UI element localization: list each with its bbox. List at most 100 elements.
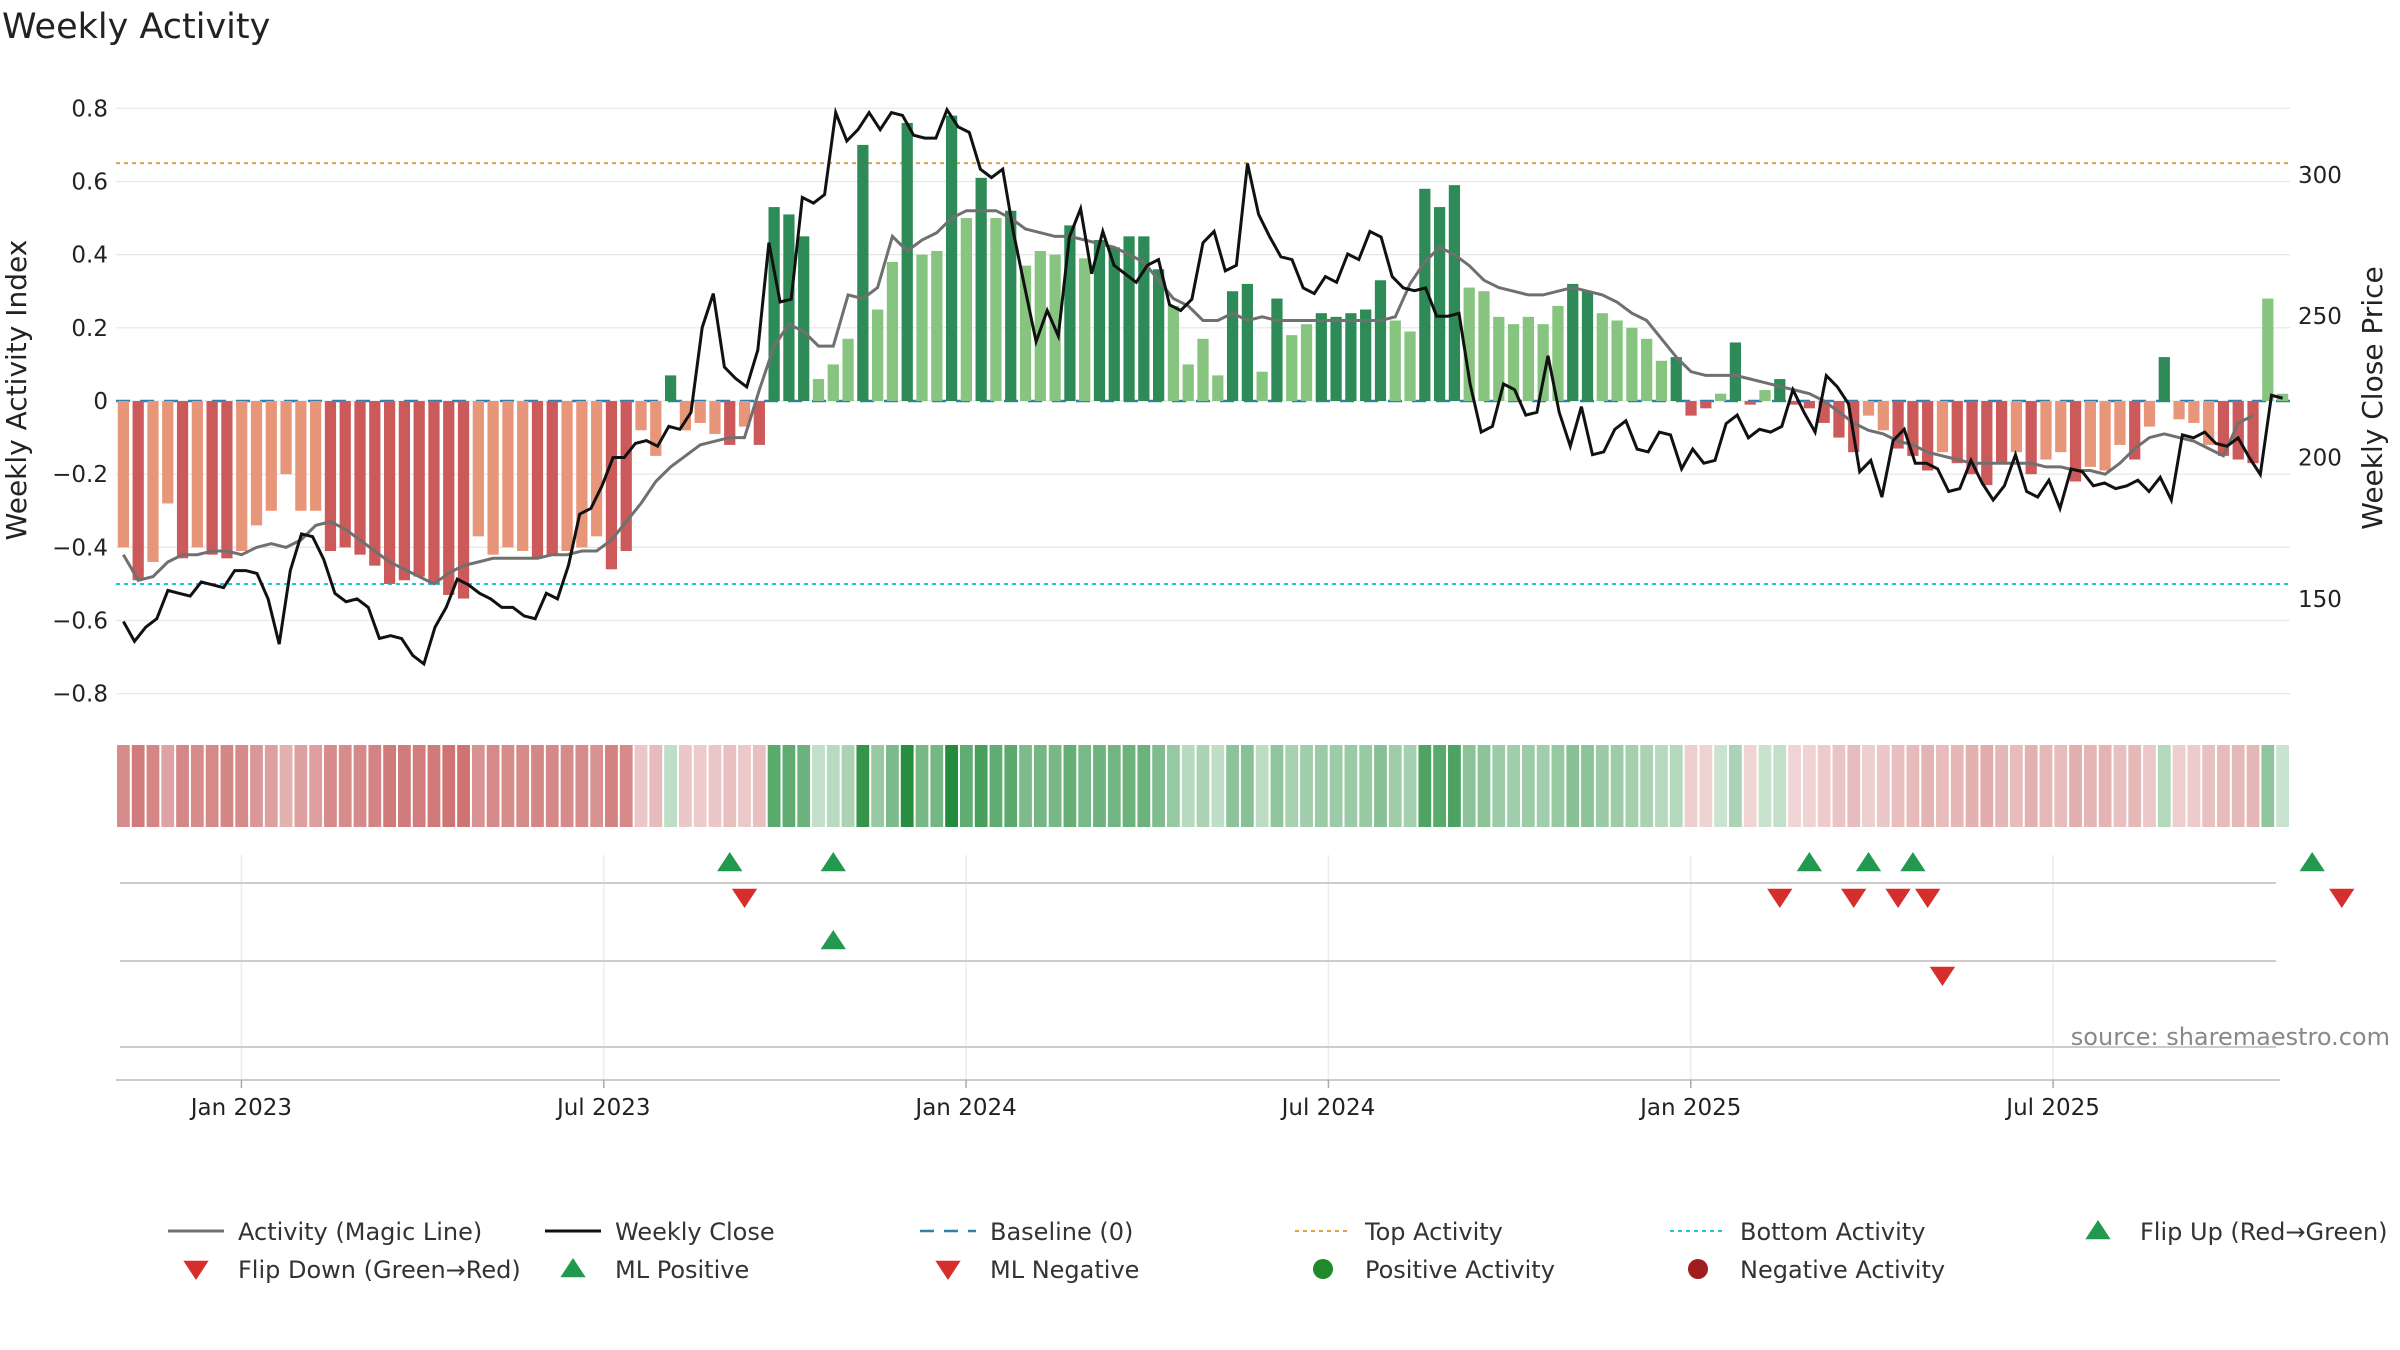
legend-swatch: [935, 1260, 961, 1280]
activity-bar: [975, 177, 987, 401]
heat-cell: [678, 745, 692, 827]
activity-bar: [2173, 401, 2185, 420]
activity-bar: [1241, 283, 1253, 401]
weekly-close-line: [122, 106, 2283, 667]
activity-bar: [517, 401, 529, 552]
activity-bar: [1286, 335, 1298, 401]
activity-bar: [857, 144, 869, 401]
activity-bar: [1907, 401, 1919, 456]
activity-bar: [664, 375, 677, 401]
heat-cell: [1374, 745, 1387, 827]
activity-bar: [221, 401, 233, 559]
activity-bar: [369, 401, 381, 566]
heat-cell: [2069, 745, 2082, 827]
x-tick-label: Jul 2024: [1280, 1095, 1376, 1121]
activity-bar: [1079, 258, 1091, 401]
heat-cell: [1655, 745, 1668, 827]
activity-bar: [1537, 324, 1549, 401]
activity-bar: [783, 214, 795, 401]
activity-bar: [1005, 210, 1017, 401]
activity-bar: [280, 401, 292, 475]
flip-up-marker: [1900, 852, 1926, 872]
activity-bar: [428, 401, 440, 584]
activity-bar: [1315, 313, 1327, 401]
activity-bar: [620, 401, 632, 552]
activity-bar: [1700, 401, 1712, 409]
heat-cell: [619, 745, 633, 827]
y-tick-label: −0.4: [52, 535, 108, 561]
activity-bar: [1552, 305, 1564, 401]
activity-bar: [1714, 393, 1727, 401]
heat-cell: [1743, 745, 1757, 827]
activity-bar: [1463, 287, 1475, 401]
activity-bar: [1404, 331, 1416, 401]
heat-cell: [1995, 745, 2009, 827]
y-tick-label: 0.8: [71, 96, 108, 122]
y-tick-label: −0.8: [52, 682, 108, 708]
heat-cell: [309, 745, 323, 827]
heat-cell: [752, 745, 766, 827]
activity-bar: [1818, 401, 1830, 423]
y2-tick-label: 250: [2298, 304, 2342, 330]
heat-cell: [634, 745, 648, 827]
y-tick-label: 0.6: [71, 169, 108, 195]
activity-bar: [206, 401, 218, 555]
activity-bar: [176, 401, 189, 559]
activity-bar: [236, 401, 248, 552]
activity-bar: [1670, 357, 1682, 401]
heat-cell: [1729, 745, 1742, 827]
activity-bar: [413, 401, 425, 577]
heat-cell: [1314, 745, 1328, 827]
activity-bar: [191, 401, 203, 548]
activity-bar: [531, 401, 544, 559]
heat-cell: [974, 745, 988, 827]
heat-cell: [1906, 745, 1920, 827]
activity-bar: [901, 122, 913, 401]
activity-bar: [1567, 283, 1579, 401]
legend-label: Baseline (0): [990, 1218, 1133, 1246]
activity-bar: [310, 401, 322, 511]
heat-cell: [649, 745, 663, 827]
activity-bar: [2025, 401, 2037, 475]
heat-cell: [457, 745, 470, 827]
heat-cell: [176, 745, 189, 827]
heat-cell: [264, 745, 278, 827]
heat-cell: [2231, 745, 2245, 827]
activity-bar: [768, 207, 780, 401]
heat-cell: [1507, 745, 1520, 827]
heat-cell: [1566, 745, 1580, 827]
heat-cell: [1773, 745, 1787, 827]
activity-bar: [1226, 291, 1239, 401]
heat-cell: [1433, 745, 1447, 827]
heat-cell: [2024, 745, 2038, 827]
flip-down-marker: [1885, 888, 1911, 908]
heat-cell: [250, 745, 263, 827]
heat-cell: [1817, 745, 1831, 827]
activity-bar: [2217, 401, 2230, 456]
activity-bar: [1271, 298, 1283, 401]
heat-cell: [1950, 745, 1964, 827]
heat-cell: [797, 745, 811, 827]
heat-cell: [368, 745, 382, 827]
heat-cell: [1270, 745, 1284, 827]
heat-cell: [324, 745, 337, 827]
activity-bar: [753, 401, 765, 445]
heat-cell: [2143, 745, 2156, 827]
heat-cell: [1921, 745, 1935, 827]
activity-bar: [398, 401, 411, 581]
activity-bar: [1522, 316, 1534, 401]
y-axis-label: Weekly Activity Index: [0, 240, 33, 541]
heat-cell: [2202, 745, 2216, 827]
heat-cell: [1965, 745, 1979, 827]
heat-cell: [1448, 745, 1461, 827]
activity-bar: [1951, 401, 1963, 464]
heat-cell: [1521, 745, 1535, 827]
activity-bar: [635, 401, 647, 431]
activity-bar: [457, 401, 470, 599]
flip-up-marker: [717, 852, 743, 872]
activity-bar: [945, 115, 958, 402]
activity-bar: [1581, 291, 1594, 401]
activity-bar: [1626, 327, 1638, 401]
heat-cell: [959, 745, 973, 827]
activity-bar: [1123, 236, 1135, 401]
